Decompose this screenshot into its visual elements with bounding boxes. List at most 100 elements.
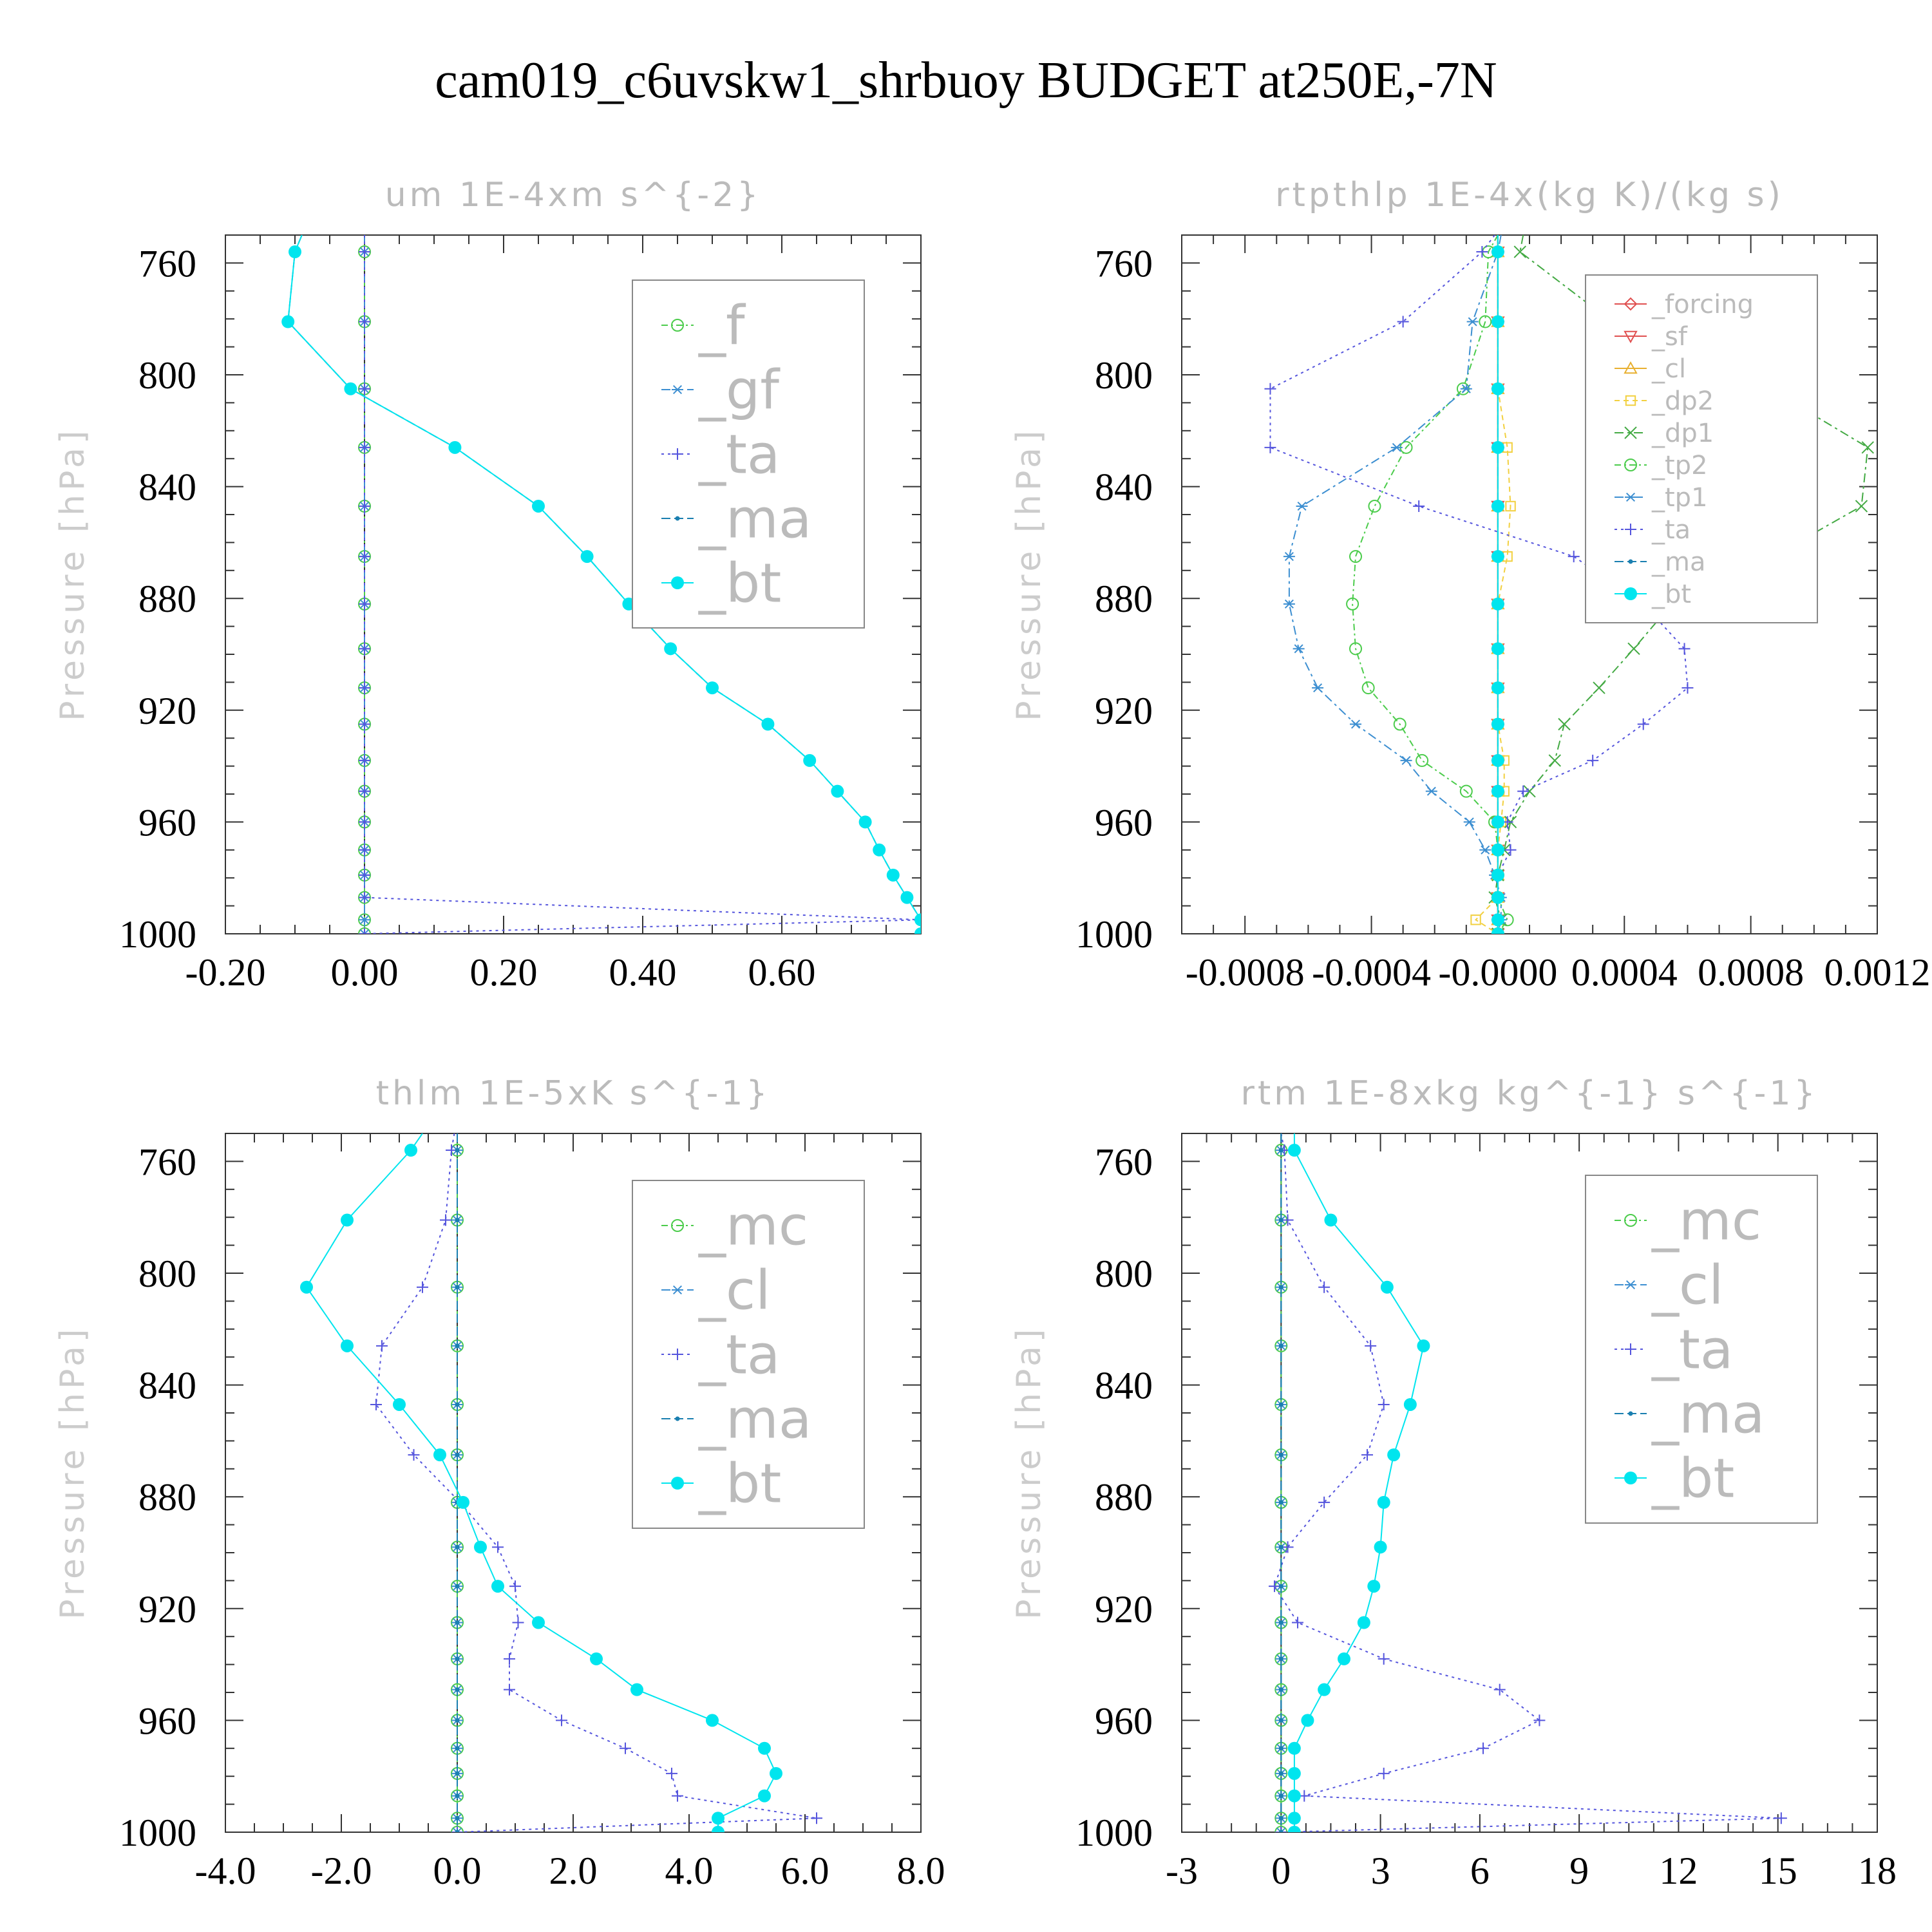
legend-label: _cl	[1651, 1253, 1724, 1316]
x-tick-label: -2.0	[311, 1850, 372, 1892]
x-tick-label: 2.0	[549, 1850, 598, 1892]
data-point	[1278, 1285, 1283, 1290]
data-point	[1627, 642, 1640, 656]
data-point	[886, 868, 900, 882]
legend-marker	[1625, 395, 1636, 406]
figure-title: cam019_c6uvskw1_shrbuoy BUDGET at250E,-7…	[435, 52, 1497, 109]
data-point	[758, 1789, 771, 1803]
data-point	[1378, 1398, 1390, 1410]
data-point	[359, 869, 370, 881]
y-tick-label: 760	[138, 242, 196, 285]
data-point	[1283, 599, 1295, 609]
panel-um: um 1E-4xm s^{-2} Pressure [hPa] -0.20 0.00 0…	[53, 176, 922, 994]
x-tick-label: 0.40	[609, 951, 677, 994]
legend-marker	[1624, 587, 1637, 600]
data-point	[440, 1214, 451, 1226]
y-tick-label: 960	[138, 801, 196, 844]
y-tick-label: 840	[1095, 1365, 1153, 1407]
data-point	[1367, 1580, 1381, 1593]
legend-marker	[671, 319, 684, 332]
series-line-tp1	[1288, 235, 1502, 934]
data-point	[359, 891, 370, 904]
y-axis-label: Pressure [hPa]	[1010, 427, 1048, 721]
x-tick-label: -3	[1166, 1850, 1198, 1892]
data-point	[1513, 245, 1526, 258]
data-point	[393, 1397, 406, 1411]
data-point	[1278, 1500, 1283, 1505]
legend-label: _bt	[698, 551, 781, 614]
data-point	[359, 718, 370, 730]
data-point	[359, 915, 370, 925]
legend-marker	[672, 1285, 683, 1295]
series-line-dp2	[1474, 235, 1511, 934]
data-point	[1491, 784, 1504, 798]
x-tick-label: 0.0012	[1824, 951, 1931, 994]
data-point	[1504, 844, 1517, 856]
data-point	[1397, 316, 1409, 328]
legend-label: _bt	[1651, 1446, 1734, 1510]
data-point	[1460, 384, 1472, 393]
data-point	[359, 816, 370, 828]
data-point	[1380, 1280, 1394, 1294]
data-point	[474, 1540, 487, 1554]
data-point	[404, 1144, 417, 1157]
data-point	[455, 1830, 460, 1832]
data-point	[504, 1653, 515, 1665]
data-point	[1278, 1620, 1283, 1625]
data-point	[811, 1812, 822, 1824]
x-tick-label: -0.0000	[1438, 951, 1557, 994]
y-tick-label: 880	[138, 1476, 196, 1519]
panel-rtm: rtm 1E-8xkg kg^{-1} s^{-1} Pressure [hPa]…	[1010, 1074, 1897, 1892]
data-point	[1378, 1653, 1390, 1665]
data-point	[1368, 499, 1381, 513]
data-point	[344, 382, 357, 395]
legend-label: _f	[698, 294, 746, 357]
x-tick-label: 8.0	[897, 1850, 945, 1892]
data-point	[1861, 441, 1874, 454]
x-tick-label: 6	[1470, 1850, 1490, 1892]
x-tick-label: 4.0	[665, 1850, 714, 1892]
y-tick-label: 760	[138, 1141, 196, 1183]
data-point	[556, 1714, 567, 1727]
x-tick-label: -0.0004	[1312, 951, 1431, 994]
data-point	[580, 550, 594, 564]
data-point	[376, 1340, 388, 1352]
x-tick-label: 0.0	[433, 1850, 482, 1892]
y-tick-label: 920	[1095, 1588, 1153, 1631]
data-point	[1491, 927, 1504, 934]
data-point	[433, 1448, 446, 1462]
y-tick-label: 960	[1095, 1700, 1153, 1742]
data-point	[455, 1656, 460, 1662]
data-point	[1278, 1402, 1283, 1407]
data-point	[1287, 1144, 1301, 1157]
data-point	[1479, 845, 1492, 855]
data-point	[1491, 245, 1504, 259]
data-point	[1312, 683, 1324, 693]
data-point	[359, 598, 370, 610]
data-point	[1517, 785, 1530, 797]
data-point	[359, 682, 370, 694]
data-point	[1264, 383, 1276, 395]
data-point	[1477, 1742, 1489, 1754]
data-point	[341, 1213, 354, 1227]
legend-label: _dp1	[1651, 419, 1714, 448]
y-tick-label: 840	[138, 1365, 196, 1407]
data-point	[1491, 597, 1504, 611]
legend-label: _ta	[1651, 1318, 1733, 1381]
x-tick-label: 0.00	[331, 951, 399, 994]
data-point	[1491, 815, 1504, 829]
legend-label: _bt	[1651, 580, 1691, 609]
data-point	[1417, 1339, 1430, 1352]
legend-marker	[671, 1477, 684, 1490]
x-tick-label: 0.0008	[1698, 951, 1804, 994]
y-tick-label: 960	[1095, 801, 1153, 844]
data-point	[1318, 1683, 1331, 1696]
x-tick-label: -0.0008	[1186, 951, 1305, 994]
data-point	[1282, 1214, 1294, 1226]
data-point	[1269, 1580, 1280, 1593]
data-point	[620, 1742, 631, 1754]
legend-marker	[1624, 426, 1637, 439]
y-tick-label: 920	[1095, 690, 1153, 732]
legend-marker	[1624, 297, 1638, 311]
y-axis-label: Pressure [hPa]	[53, 427, 92, 721]
